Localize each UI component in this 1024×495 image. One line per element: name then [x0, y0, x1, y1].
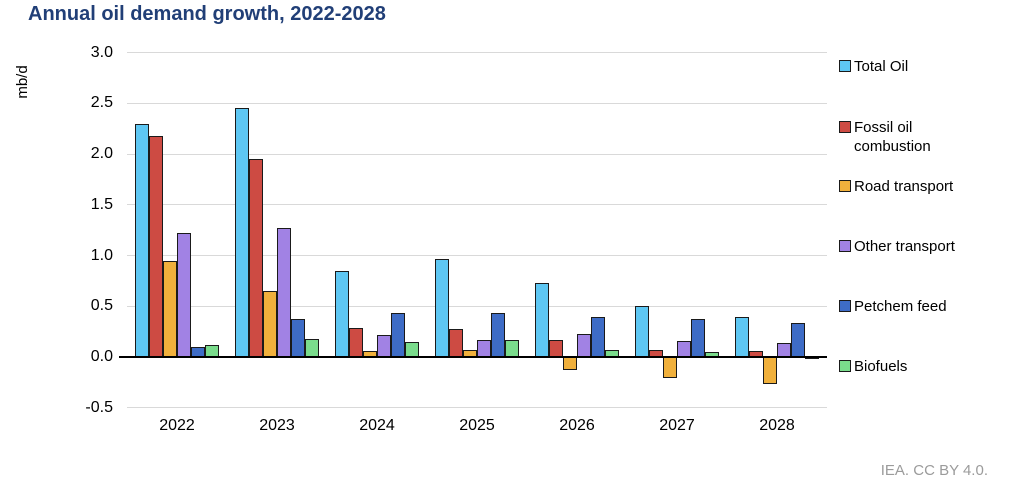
- legend-label: Total Oil: [854, 58, 909, 75]
- bar-total-oil: [535, 282, 549, 357]
- bar-fossil-oil-combustion: [549, 339, 563, 357]
- bar-petchem-feed: [391, 313, 405, 357]
- legend-swatch-icon: [839, 360, 851, 372]
- legend-item-other-transport: Other transport: [839, 237, 955, 256]
- x-tick-label: 2022: [159, 417, 195, 434]
- bar-biofuels: [505, 339, 519, 357]
- bar-road-transport: [263, 291, 277, 357]
- x-tick-label: 2025: [459, 417, 495, 434]
- y-tick-label: 1.5: [90, 195, 113, 213]
- bar-petchem-feed: [591, 317, 605, 357]
- legend-swatch-icon: [839, 180, 851, 192]
- bar-other-transport: [277, 228, 291, 357]
- bar-total-oil: [635, 306, 649, 357]
- y-tick-label: 2.5: [90, 94, 113, 112]
- bar-other-transport: [677, 340, 691, 357]
- legend-item-road-transport: Road transport: [839, 177, 953, 196]
- legend-label: Petchem feed: [854, 298, 947, 315]
- bar-other-transport: [177, 233, 191, 357]
- y-tick-label: 3.0: [90, 43, 113, 61]
- bar-biofuels: [405, 341, 419, 357]
- legend-label: Biofuels: [854, 358, 908, 375]
- bar-fossil-oil-combustion: [449, 328, 463, 357]
- bar-total-oil: [435, 258, 449, 357]
- bar-road-transport: [563, 357, 577, 371]
- legend-item-petchem-feed: Petchem feed: [839, 297, 947, 316]
- y-tick-label: 0.0: [90, 348, 113, 365]
- legend-label: Other transport: [854, 238, 955, 255]
- legend-item-fossil-oil-combustion: Fossil oil combustion: [839, 118, 984, 156]
- bar-petchem-feed: [691, 319, 705, 357]
- legend: Total Oil Fossil oil combustion Road trans…: [839, 0, 1019, 440]
- y-tick-label: 0.5: [90, 297, 113, 315]
- gridline: [127, 255, 827, 257]
- y-tick-label: 1.0: [90, 246, 113, 264]
- bar-other-transport: [577, 333, 591, 357]
- x-tick-label: 2024: [359, 417, 395, 434]
- bar-petchem-feed: [291, 319, 305, 357]
- chart-title: Annual oil demand growth, 2022-2028: [28, 3, 386, 25]
- legend-swatch-icon: [839, 121, 851, 133]
- x-tick-label: 2028: [759, 417, 795, 434]
- bar-road-transport: [163, 260, 177, 357]
- legend-swatch-icon: [839, 240, 851, 252]
- y-axis-unit-label: mb/d: [14, 65, 31, 99]
- legend-item-biofuels: Biofuels: [839, 357, 907, 376]
- gridline: [127, 102, 827, 104]
- legend-swatch-icon: [839, 300, 851, 312]
- bar-other-transport: [477, 339, 491, 357]
- footer-attribution: IEA. CC BY 4.0.: [880, 462, 988, 479]
- bar-total-oil: [735, 317, 749, 357]
- y-tick-label: 2.0: [90, 145, 113, 163]
- y-tick-label: -0.5: [85, 398, 113, 416]
- bar-fossil-oil-combustion: [249, 159, 263, 357]
- bar-petchem-feed: [491, 313, 505, 357]
- gridline: [127, 153, 827, 155]
- bar-biofuels: [305, 338, 319, 357]
- bar-fossil-oil-combustion: [149, 135, 163, 357]
- gridline: [127, 52, 827, 54]
- bar-fossil-oil-combustion: [349, 327, 363, 357]
- x-tick-label: 2027: [659, 417, 695, 434]
- bar-road-transport: [763, 357, 777, 385]
- bar-total-oil: [135, 123, 149, 357]
- legend-item-total-oil: Total Oil: [839, 57, 908, 76]
- gridline: [127, 407, 827, 409]
- bar-total-oil: [235, 108, 249, 357]
- bar-other-transport: [377, 334, 391, 357]
- x-tick-label: 2026: [559, 417, 595, 434]
- bar-other-transport: [777, 342, 791, 357]
- x-axis-line: [119, 356, 827, 358]
- x-tick-label: 2023: [259, 417, 295, 434]
- gridline: [127, 305, 827, 307]
- bar-petchem-feed: [791, 322, 805, 357]
- bar-total-oil: [335, 270, 349, 357]
- legend-swatch-icon: [839, 60, 851, 72]
- legend-label: Road transport: [854, 178, 954, 195]
- bar-road-transport: [663, 357, 677, 379]
- legend-label: Fossil oil combustion: [854, 119, 931, 155]
- gridline: [127, 204, 827, 206]
